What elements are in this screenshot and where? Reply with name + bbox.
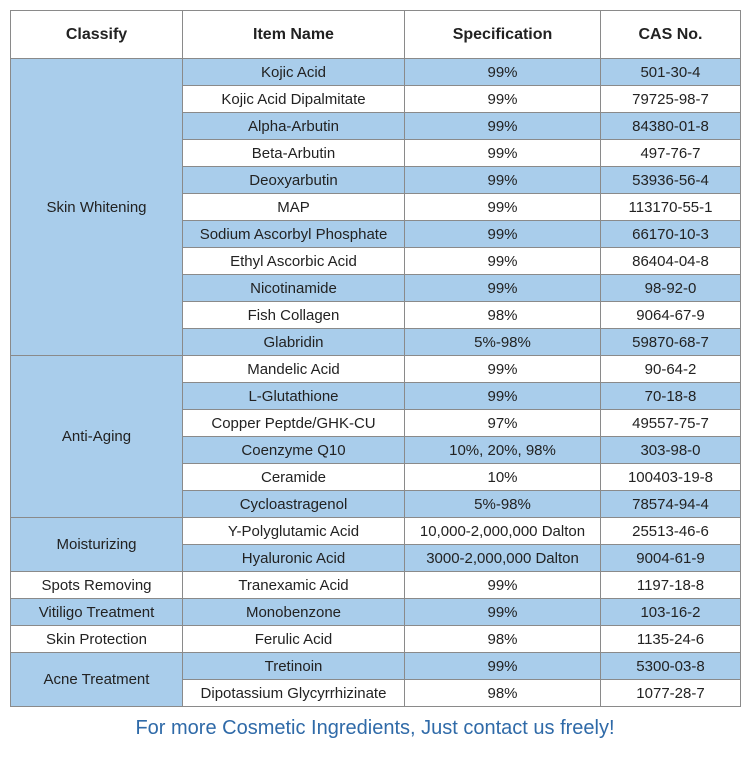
spec-cell: 99% — [405, 194, 601, 221]
table-row: Vitiligo TreatmentMonobenzone99%103-16-2 — [11, 599, 741, 626]
item-name-cell: Alpha-Arbutin — [183, 113, 405, 140]
cas-cell: 5300-03-8 — [601, 653, 741, 680]
ingredients-table: Classify Item Name Specification CAS No.… — [10, 10, 741, 707]
footer-note: For more Cosmetic Ingredients, Just cont… — [10, 717, 740, 740]
item-name-cell: Y-Polyglutamic Acid — [183, 518, 405, 545]
item-name-cell: Beta-Arbutin — [183, 140, 405, 167]
cas-cell: 90-64-2 — [601, 356, 741, 383]
spec-cell: 98% — [405, 626, 601, 653]
cas-cell: 98-92-0 — [601, 275, 741, 302]
item-name-cell: Tretinoin — [183, 653, 405, 680]
spec-cell: 10,000-2,000,000 Dalton — [405, 518, 601, 545]
table-row: Anti-AgingMandelic Acid99%90-64-2 — [11, 356, 741, 383]
cas-cell: 84380-01-8 — [601, 113, 741, 140]
cas-cell: 9004-61-9 — [601, 545, 741, 572]
col-cas-no: CAS No. — [601, 11, 741, 59]
spec-cell: 98% — [405, 302, 601, 329]
spec-cell: 10%, 20%, 98% — [405, 437, 601, 464]
item-name-cell: Glabridin — [183, 329, 405, 356]
spec-cell: 99% — [405, 221, 601, 248]
spec-cell: 99% — [405, 356, 601, 383]
item-name-cell: Copper Peptde/GHK-CU — [183, 410, 405, 437]
cas-cell: 1197-18-8 — [601, 572, 741, 599]
spec-cell: 99% — [405, 572, 601, 599]
spec-cell: 99% — [405, 140, 601, 167]
item-name-cell: Ferulic Acid — [183, 626, 405, 653]
item-name-cell: Nicotinamide — [183, 275, 405, 302]
item-name-cell: Kojic Acid — [183, 59, 405, 86]
spec-cell: 99% — [405, 653, 601, 680]
category-cell: Anti-Aging — [11, 356, 183, 518]
cas-cell: 103-16-2 — [601, 599, 741, 626]
spec-cell: 99% — [405, 275, 601, 302]
item-name-cell: Deoxyarbutin — [183, 167, 405, 194]
item-name-cell: Ethyl Ascorbic Acid — [183, 248, 405, 275]
spec-cell: 98% — [405, 680, 601, 707]
spec-cell: 5%-98% — [405, 491, 601, 518]
cas-cell: 113170-55-1 — [601, 194, 741, 221]
cas-cell: 66170-10-3 — [601, 221, 741, 248]
item-name-cell: Hyaluronic Acid — [183, 545, 405, 572]
table-row: Skin ProtectionFerulic Acid98%1135-24-6 — [11, 626, 741, 653]
category-cell: Skin Whitening — [11, 59, 183, 356]
table-body: Skin WhiteningKojic Acid99%501-30-4Kojic… — [11, 59, 741, 707]
item-name-cell: Mandelic Acid — [183, 356, 405, 383]
item-name-cell: Ceramide — [183, 464, 405, 491]
table-row: Skin WhiteningKojic Acid99%501-30-4 — [11, 59, 741, 86]
cas-cell: 49557-75-7 — [601, 410, 741, 437]
spec-cell: 3000-2,000,000 Dalton — [405, 545, 601, 572]
item-name-cell: Coenzyme Q10 — [183, 437, 405, 464]
col-specification: Specification — [405, 11, 601, 59]
item-name-cell: MAP — [183, 194, 405, 221]
cas-cell: 86404-04-8 — [601, 248, 741, 275]
spec-cell: 97% — [405, 410, 601, 437]
spec-cell: 99% — [405, 113, 601, 140]
cas-cell: 78574-94-4 — [601, 491, 741, 518]
spec-cell: 99% — [405, 248, 601, 275]
col-item-name: Item Name — [183, 11, 405, 59]
category-cell: Acne Treatment — [11, 653, 183, 707]
spec-cell: 99% — [405, 167, 601, 194]
cas-cell: 79725-98-7 — [601, 86, 741, 113]
cas-cell: 1077-28-7 — [601, 680, 741, 707]
table-row: MoisturizingY-Polyglutamic Acid10,000-2,… — [11, 518, 741, 545]
item-name-cell: L-Glutathione — [183, 383, 405, 410]
cas-cell: 59870-68-7 — [601, 329, 741, 356]
cas-cell: 100403-19-8 — [601, 464, 741, 491]
cas-cell: 9064-67-9 — [601, 302, 741, 329]
spec-cell: 5%-98% — [405, 329, 601, 356]
cas-cell: 497-76-7 — [601, 140, 741, 167]
item-name-cell: Kojic Acid Dipalmitate — [183, 86, 405, 113]
col-classify: Classify — [11, 11, 183, 59]
table-row: Acne TreatmentTretinoin99%5300-03-8 — [11, 653, 741, 680]
category-cell: Skin Protection — [11, 626, 183, 653]
cas-cell: 1135-24-6 — [601, 626, 741, 653]
category-cell: Vitiligo Treatment — [11, 599, 183, 626]
category-cell: Moisturizing — [11, 518, 183, 572]
spec-cell: 99% — [405, 59, 601, 86]
item-name-cell: Tranexamic Acid — [183, 572, 405, 599]
item-name-cell: Cycloastragenol — [183, 491, 405, 518]
category-cell: Spots Removing — [11, 572, 183, 599]
cas-cell: 303-98-0 — [601, 437, 741, 464]
item-name-cell: Sodium Ascorbyl Phosphate — [183, 221, 405, 248]
table-header: Classify Item Name Specification CAS No. — [11, 11, 741, 59]
table-row: Spots RemovingTranexamic Acid99%1197-18-… — [11, 572, 741, 599]
cas-cell: 53936-56-4 — [601, 167, 741, 194]
spec-cell: 99% — [405, 86, 601, 113]
spec-cell: 99% — [405, 599, 601, 626]
spec-cell: 10% — [405, 464, 601, 491]
cas-cell: 70-18-8 — [601, 383, 741, 410]
item-name-cell: Monobenzone — [183, 599, 405, 626]
cas-cell: 501-30-4 — [601, 59, 741, 86]
item-name-cell: Dipotassium Glycyrrhizinate — [183, 680, 405, 707]
item-name-cell: Fish Collagen — [183, 302, 405, 329]
cas-cell: 25513-46-6 — [601, 518, 741, 545]
spec-cell: 99% — [405, 383, 601, 410]
